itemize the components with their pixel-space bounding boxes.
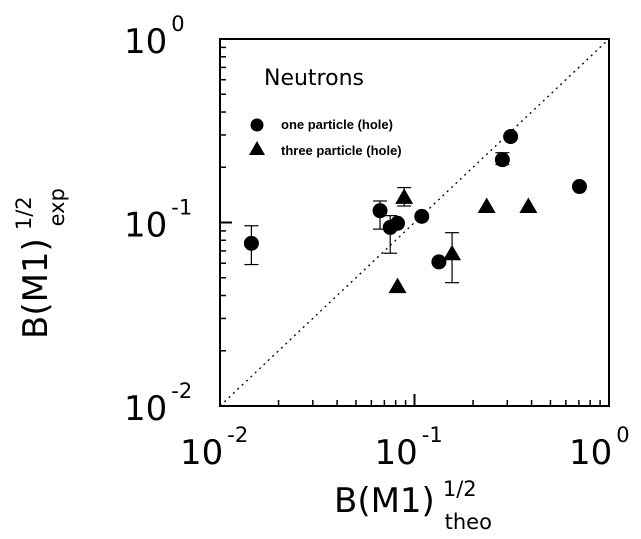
- circle-point: [414, 208, 430, 224]
- triangle-point: [477, 197, 496, 214]
- x-tick-label: 10 -1: [375, 423, 443, 473]
- legend-circle-marker: [250, 118, 264, 132]
- x-tick-label: 10 0: [569, 423, 630, 473]
- circle-point: [431, 254, 447, 270]
- x-tick-label: 10 -2: [180, 423, 248, 473]
- data-markers: [243, 129, 587, 294]
- circle-point: [494, 152, 510, 168]
- error-bars: [244, 152, 510, 284]
- reference-line: [219, 38, 610, 407]
- y-axis-label: B(M1)1/2 exp: [12, 188, 69, 339]
- triangle-point: [519, 197, 538, 214]
- circle-point: [372, 203, 388, 219]
- triangle-point: [443, 244, 462, 261]
- circle-point: [503, 129, 519, 145]
- triangle-point: [395, 188, 414, 204]
- legend: Neutrons one particle (hole) three parti…: [249, 66, 402, 158]
- legend-triangle-marker: [249, 141, 265, 155]
- triangle-point: [388, 277, 407, 294]
- y-tick-label: 10 0: [124, 12, 185, 62]
- circle-point: [243, 235, 259, 251]
- y-tick-label: 10 -1: [124, 196, 192, 246]
- y-tick-label: 10 -2: [124, 379, 192, 429]
- legend-title: Neutrons: [264, 66, 364, 91]
- x-axis-label: B(M1) 1/2 theo: [334, 477, 492, 534]
- legend-entry-one-particle: one particle (hole): [281, 117, 393, 132]
- circle-point: [571, 179, 587, 195]
- circle-point: [390, 215, 406, 231]
- x-axis-ticks: 10 -2 10 -1 10 0: [180, 394, 630, 473]
- plot-frame: [219, 38, 610, 407]
- legend-entry-three-particle: three particle (hole): [281, 143, 402, 158]
